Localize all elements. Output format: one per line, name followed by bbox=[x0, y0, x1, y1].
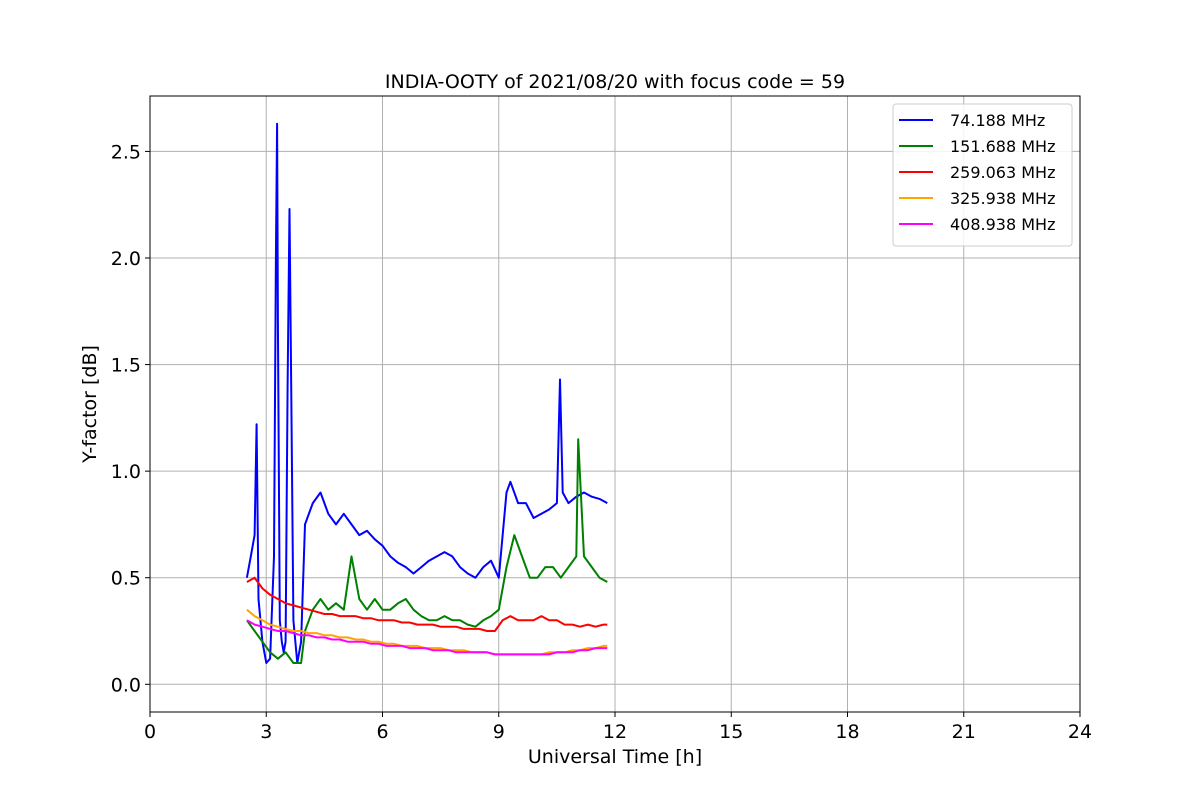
legend-label: 259.063 MHz bbox=[950, 163, 1055, 182]
x-tick-label: 9 bbox=[493, 721, 505, 743]
x-tick-label: 12 bbox=[603, 721, 627, 743]
series-line-1 bbox=[246, 438, 608, 664]
y-axis-label: Y-factor [dB] bbox=[79, 345, 101, 464]
y-tick-label: 0.5 bbox=[111, 568, 141, 590]
y-tick-label: 1.0 bbox=[111, 461, 141, 483]
y-tick-label: 1.5 bbox=[111, 355, 141, 377]
series-line-3 bbox=[246, 608, 608, 656]
legend-label: 408.938 MHz bbox=[950, 215, 1055, 234]
x-tick-label: 18 bbox=[835, 721, 859, 743]
chart-title: INDIA-OOTY of 2021/08/20 with focus code… bbox=[385, 71, 845, 93]
x-tick-label: 21 bbox=[952, 721, 976, 743]
y-tick-label: 0.0 bbox=[111, 674, 141, 696]
series-layer bbox=[245, 122, 608, 664]
x-tick-label: 0 bbox=[144, 721, 156, 743]
y-tick-label: 2.0 bbox=[111, 248, 141, 270]
y-tick-label: 2.5 bbox=[111, 141, 141, 163]
x-axis: 0 3 6 9 12 15 18 21 24 bbox=[144, 712, 1092, 743]
x-axis-label: Universal Time [h] bbox=[528, 746, 702, 768]
series-line-2 bbox=[246, 576, 608, 632]
series-line-4 bbox=[246, 619, 608, 656]
y-axis: 0.0 0.5 1.0 1.5 2.0 2.5 bbox=[111, 141, 150, 696]
legend-label: 151.688 MHz bbox=[950, 137, 1055, 156]
legend: 74.188 MHz 151.688 MHz 259.063 MHz 325.938 … bbox=[892, 103, 1073, 247]
series-line-0 bbox=[245, 122, 608, 664]
x-tick-label: 24 bbox=[1068, 721, 1092, 743]
x-tick-label: 6 bbox=[376, 721, 388, 743]
legend-label: 74.188 MHz bbox=[950, 111, 1045, 130]
legend-box bbox=[892, 103, 1073, 247]
legend-label: 325.938 MHz bbox=[950, 189, 1055, 208]
x-tick-label: 3 bbox=[260, 721, 272, 743]
x-tick-label: 15 bbox=[719, 721, 743, 743]
